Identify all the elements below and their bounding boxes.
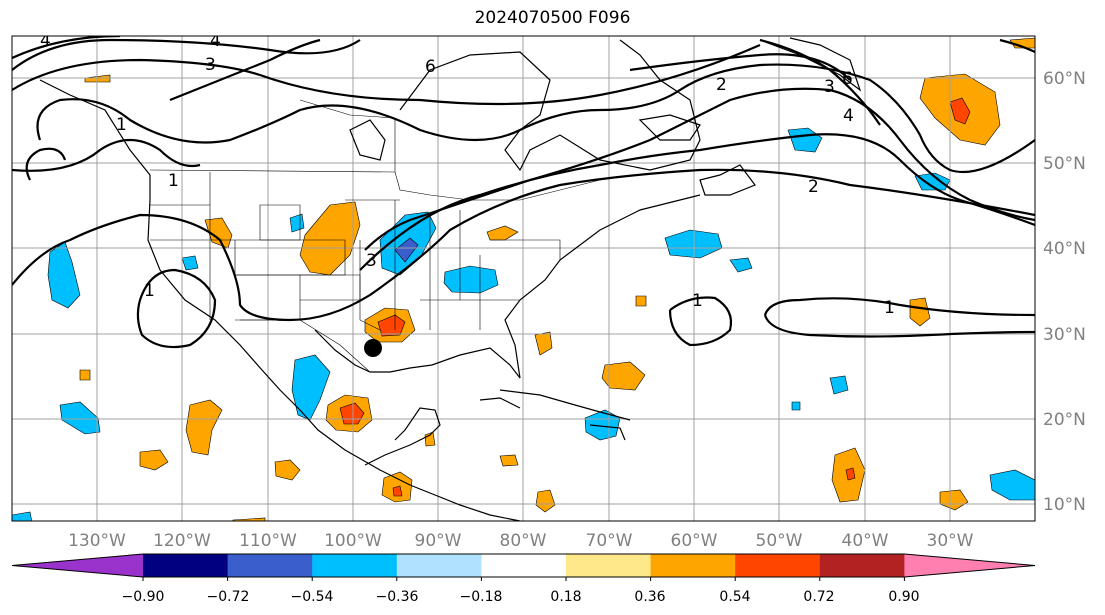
contour-label: 1: [168, 171, 179, 191]
lon-label: 70°W: [586, 531, 633, 551]
lat-label: 30°N: [1043, 325, 1086, 345]
graticule: [12, 36, 1035, 521]
colorbar-tick-label: −0.72: [207, 589, 250, 605]
lat-label: 20°N: [1043, 410, 1086, 430]
colorbar-tick-label: 0.36: [634, 589, 665, 605]
colorbar-tick-label: 0.72: [803, 589, 834, 605]
contour-label: 6: [842, 69, 853, 89]
colorbar-segment: [735, 554, 821, 577]
lon-label: 30°W: [927, 531, 974, 551]
lon-label: 40°W: [842, 531, 889, 551]
colorbar-segment: [566, 554, 652, 577]
colorbar-segment: [143, 554, 229, 577]
coastlines: [39, 37, 862, 521]
lat-label: 50°N: [1043, 154, 1086, 174]
positive-anomaly-shading: [79, 37, 1035, 521]
colorbar-tick-label: −0.36: [376, 589, 419, 605]
contour-label: 3: [366, 251, 377, 271]
contour-label: 2: [808, 177, 819, 197]
colorbar-ticks: −0.90 −0.72 −0.54 −0.36 −0.18 0.18 0.36 …: [122, 589, 920, 605]
colorbar-tick-label: 0.54: [719, 589, 750, 605]
lat-label: 60°N: [1043, 69, 1086, 89]
lon-label: 120°W: [153, 531, 211, 551]
lon-label: 110°W: [239, 531, 297, 551]
contour-label: 4: [40, 31, 51, 51]
colorbar-tick-label: −0.54: [291, 589, 334, 605]
lat-label: 10°N: [1043, 495, 1086, 515]
lat-label: 40°N: [1043, 239, 1086, 259]
latitude-labels: 60°N 50°N 40°N 30°N 20°N 10°N: [1043, 69, 1086, 515]
colorbar-extend-high: [904, 554, 1035, 577]
colorbar-segment: [481, 554, 567, 577]
contour-label: 3: [824, 77, 835, 97]
colorbar-segment: [396, 554, 482, 577]
contour-label: 1: [884, 298, 895, 318]
colorbar-tick-label: 0.90: [888, 589, 919, 605]
colorbar-tick-label: 0.18: [550, 589, 581, 605]
lon-label: 100°W: [324, 531, 382, 551]
contour-label: 3: [205, 55, 216, 75]
colorbar-segment: [227, 554, 313, 577]
longitude-labels: 130°W 120°W 110°W 100°W 90°W 80°W 70°W 6…: [68, 531, 974, 551]
lon-label: 80°W: [500, 531, 547, 551]
map-area: 4 4 3 6 1 1 1 3 2 6 3 4 2 1 1: [12, 31, 1035, 521]
map-title: 2024070500 F096: [474, 8, 631, 28]
contour-label: 4: [843, 106, 854, 126]
contour-label: 1: [144, 281, 155, 301]
contour-label: 1: [692, 291, 703, 311]
colorbar-extend-low: [12, 554, 143, 577]
political-borders: [149, 99, 641, 373]
colorbar-tick-label: −0.90: [122, 589, 165, 605]
contour-lines: [12, 36, 1035, 349]
lon-label: 90°W: [415, 531, 462, 551]
colorbar-segment: [650, 554, 736, 577]
colorbar-tick-label: −0.18: [460, 589, 503, 605]
lon-label: 60°W: [671, 531, 718, 551]
map-frame: [11, 35, 1036, 522]
contour-label: 6: [425, 57, 436, 77]
colorbar-segment: [819, 554, 905, 577]
lon-label: 130°W: [68, 531, 126, 551]
contour-label: 4: [210, 31, 221, 51]
lon-label: 50°W: [756, 531, 803, 551]
contour-value-labels: 4 4 3 6 1 1 1 3 2 6 3 4 2 1 1: [40, 31, 895, 318]
colorbar: [11, 553, 1036, 581]
location-dot-icon: [364, 339, 382, 357]
contour-label: 2: [716, 75, 727, 95]
colorbar-segment: [312, 554, 398, 577]
contour-label: 1: [116, 115, 127, 135]
